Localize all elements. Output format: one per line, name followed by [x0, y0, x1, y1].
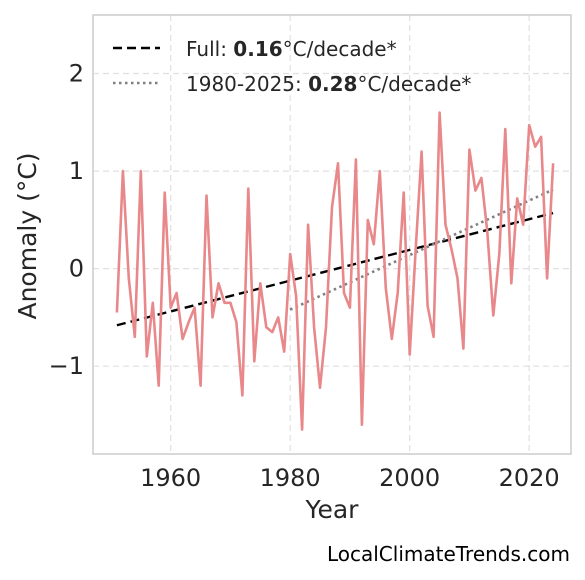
y-axis-label: Anomaly (°C): [13, 152, 42, 319]
x-tick-label: 2000: [379, 464, 440, 492]
grid-lines: [93, 15, 571, 454]
y-tick-labels: 2 1 0 −1: [49, 60, 84, 381]
legend-entry: 1980-2025: 0.28°C/decade*: [186, 72, 471, 96]
y-tick-label: 2: [69, 60, 84, 88]
anomaly-line: [115, 111, 555, 431]
credit-text: LocalClimateTrends.com: [327, 542, 570, 566]
legend-entry: Full: 0.16°C/decade*: [186, 37, 397, 61]
full-trend-line: [116, 211, 554, 327]
x-tick-labels: 1960 1980 2000 2020: [140, 464, 560, 492]
y-tick-label: −1: [49, 352, 84, 380]
y-tick-label: 0: [69, 255, 84, 283]
x-tick-label: 1960: [140, 464, 201, 492]
x-axis-label: Year: [305, 495, 360, 524]
legend: Full: 0.16°C/decade* 1980-2025: 0.28°C/de…: [113, 37, 471, 96]
y-tick-label: 1: [69, 157, 84, 185]
x-tick-label: 1980: [260, 464, 321, 492]
plot-frame: [92, 14, 572, 455]
x-tick-label: 2020: [499, 464, 560, 492]
anomaly-series: [115, 111, 555, 431]
